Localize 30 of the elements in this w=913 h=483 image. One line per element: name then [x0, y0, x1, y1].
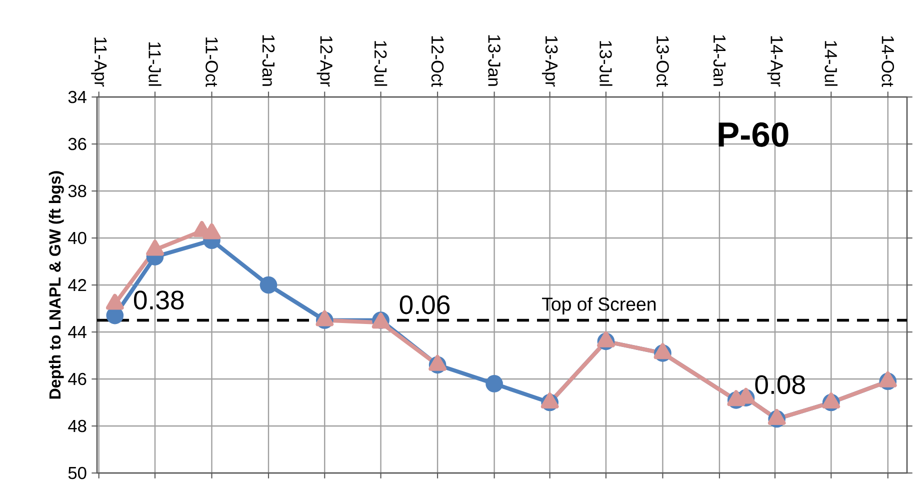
annotation: 0.08: [755, 375, 805, 394]
y-tick-label: 46: [68, 372, 86, 386]
y-tick-label: 34: [68, 90, 86, 104]
x-tick-label: 12-Jan: [262, 35, 275, 86]
x-tick-label: 13-Jul: [600, 41, 612, 86]
x-tick-label: 13-Oct: [656, 36, 669, 87]
x-tick-label: 14-Oct: [882, 36, 894, 87]
x-tick-label: 14-Jan: [713, 35, 726, 86]
y-tick-label: 44: [68, 326, 86, 338]
x-tick-label: 12-Apr: [316, 36, 332, 87]
x-tick-label: 13-Apr: [542, 36, 558, 87]
y-tick-label: 42: [68, 278, 86, 292]
y-tick-label: 38: [68, 184, 86, 198]
y-tick-label: 36: [68, 138, 86, 150]
x-tick-label: 14-Apr: [767, 36, 783, 87]
y-axis-title: Depth to LNAPL & GW (ft bgs): [48, 171, 64, 399]
annotation: 0.06: [400, 295, 450, 314]
x-tick-label: 11-Jul: [148, 42, 162, 86]
x-tick-label: 12-Oct: [431, 36, 444, 87]
x-tick-label: 13-Jan: [488, 35, 500, 86]
x-tick-label: 11-Apr: [91, 38, 107, 87]
x-tick-label: 12-Jul: [374, 41, 388, 86]
text: P-60: [718, 122, 788, 147]
x-tick-label: 11-Oct: [206, 38, 218, 87]
ref-line-label: Top of Screen: [542, 297, 656, 314]
annotation: 0.38: [134, 290, 184, 310]
x-tick-label: 14-Jul: [824, 41, 838, 86]
y-tick-label: 40: [68, 232, 86, 244]
y-tick-label: 50: [68, 466, 86, 480]
y-tick-label: 48: [68, 420, 86, 432]
